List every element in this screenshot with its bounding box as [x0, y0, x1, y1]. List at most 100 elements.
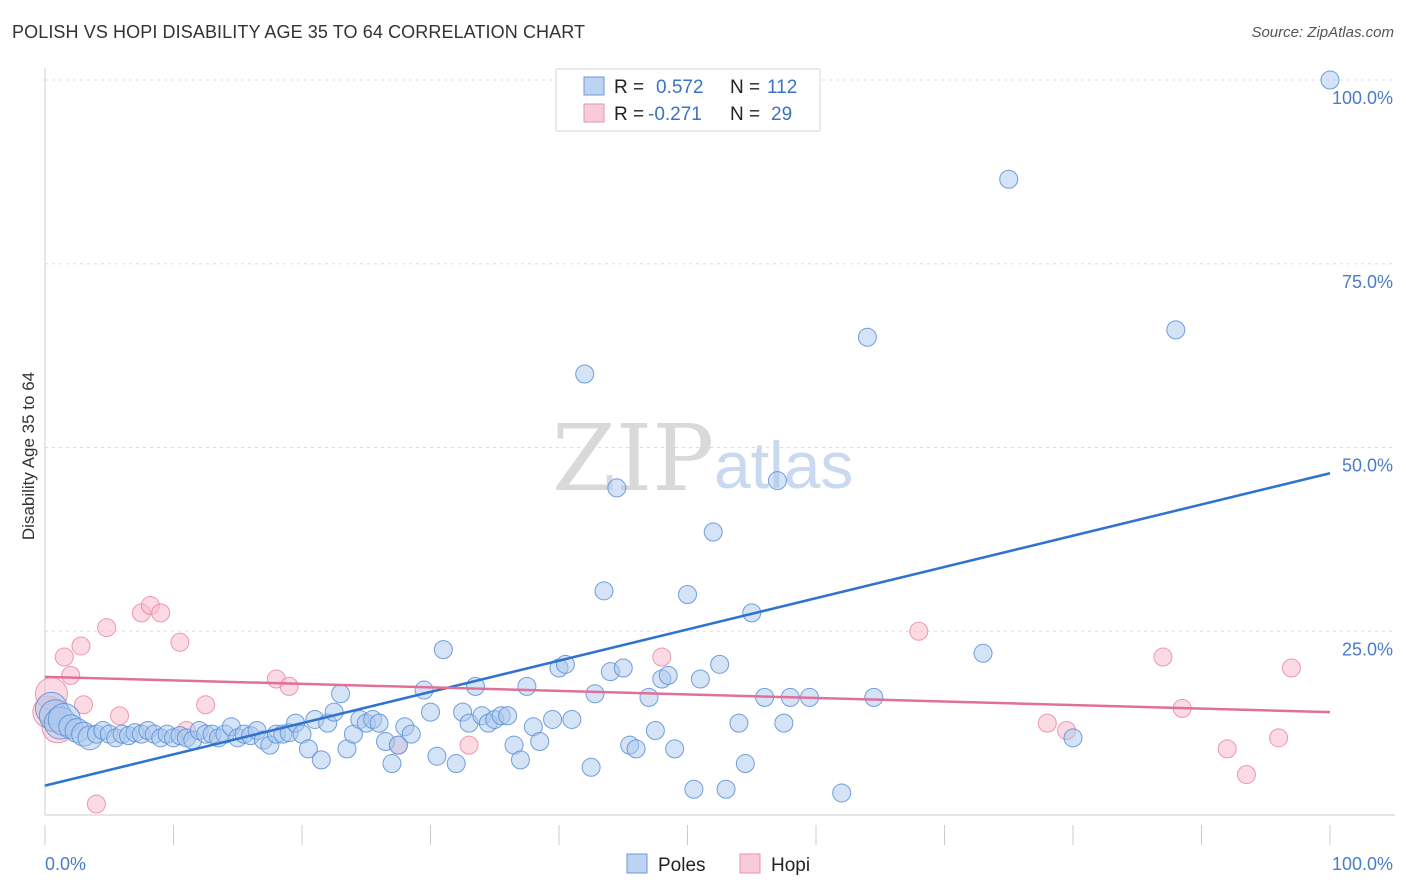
legend-r-value-hopi: -0.271	[648, 104, 702, 125]
chart-title: POLISH VS HOPI DISABILITY AGE 35 TO 64 C…	[12, 22, 586, 42]
bottom-legend-swatch-poles	[626, 853, 648, 874]
poles-point	[1063, 728, 1083, 748]
poles-point	[298, 739, 318, 759]
legend-swatch-poles	[583, 76, 605, 96]
poles-point	[498, 706, 518, 726]
poles-point	[1166, 320, 1186, 340]
hopi-point	[1236, 765, 1256, 785]
hopi-point	[110, 706, 130, 726]
x-tick-label-max: 100.0%	[1332, 854, 1393, 874]
poles-point	[774, 713, 794, 733]
poles-point	[703, 522, 723, 542]
poles-points	[34, 70, 1340, 803]
poles-point	[1320, 70, 1340, 90]
y-tick-label-50: 50.0%	[1342, 456, 1393, 476]
poles-point	[684, 779, 704, 799]
legend-n-label-poles: N =	[730, 77, 760, 98]
poles-point	[729, 713, 749, 733]
poles-point	[530, 732, 550, 751]
poles-point	[658, 665, 678, 685]
legend-n-label-hopi: N =	[730, 104, 760, 125]
poles-point	[585, 684, 605, 704]
trend-lines	[44, 472, 1331, 787]
poles-point	[639, 687, 659, 707]
legend-n-value-hopi: 29	[771, 104, 792, 125]
hopi-point	[196, 695, 216, 715]
watermark-atlas: atlas	[714, 428, 853, 502]
hopi-point	[1269, 728, 1289, 748]
poles-point	[324, 702, 344, 722]
poles-point	[678, 585, 697, 604]
poles-point	[710, 654, 730, 674]
hopi-points	[32, 596, 1301, 814]
poles-point	[433, 640, 453, 660]
hopi-point	[54, 647, 74, 667]
poles-point	[388, 735, 408, 755]
hopi-point	[74, 695, 94, 715]
hopi-point	[97, 618, 117, 638]
poles-point	[401, 724, 421, 744]
poles-point	[446, 754, 466, 774]
poles-point	[414, 680, 434, 700]
poles-point	[382, 754, 402, 774]
poles-point	[421, 702, 440, 722]
bottom-legend-hopi: Hopi	[771, 855, 810, 876]
poles-point	[510, 750, 530, 770]
y-tick-label-25: 25.0%	[1342, 639, 1393, 659]
bottom-legend-swatch-hopi	[739, 853, 761, 874]
hopi-point	[909, 621, 929, 641]
legend-swatch-hopi	[583, 103, 605, 123]
poles-point	[767, 471, 787, 491]
hopi-point	[1037, 713, 1057, 733]
y-tick-label-100: 100.0%	[1332, 88, 1393, 108]
hopi-point	[279, 676, 299, 696]
poles-point	[607, 478, 627, 498]
hopi-point	[1153, 647, 1173, 667]
hopi-point	[1217, 739, 1237, 759]
bottom-legend-poles: Poles	[658, 855, 706, 876]
watermark-zip: ZIP	[552, 405, 714, 512]
poles-point	[594, 581, 614, 601]
correlation-legend: R = 0.572 N = 112 R = -0.271 N = 29	[555, 68, 821, 132]
poles-point	[716, 779, 736, 799]
poles-point	[832, 783, 852, 803]
hopi-trend-line	[44, 675, 1331, 714]
hopi-point	[459, 735, 479, 755]
y-axis-label: Disability Age 35 to 64	[19, 372, 38, 540]
poles-point	[665, 739, 685, 759]
hopi-point	[1281, 658, 1301, 678]
legend-r-label-hopi: R =	[614, 104, 644, 125]
poles-point	[645, 720, 665, 740]
poles-point	[517, 676, 537, 696]
poles-point	[427, 746, 447, 766]
chart-source: Source: ZipAtlas.com	[1251, 24, 1394, 41]
poles-point	[735, 754, 755, 774]
poles-point	[311, 750, 331, 770]
poles-trend-line	[44, 472, 1331, 787]
poles-point	[369, 713, 389, 733]
y-tick-label-75: 75.0%	[1342, 272, 1393, 292]
poles-point	[626, 739, 646, 759]
hopi-point	[86, 794, 106, 814]
poles-point	[581, 757, 601, 777]
poles-point	[999, 169, 1019, 189]
legend-r-value-poles: 0.572	[656, 77, 704, 98]
legend-r-label-poles: R =	[614, 77, 644, 98]
poles-point	[973, 643, 993, 663]
poles-point	[575, 364, 595, 384]
legend-n-value-poles: 112	[767, 77, 797, 98]
poles-point	[690, 669, 710, 689]
grid-lines	[45, 79, 1395, 632]
hopi-point	[71, 636, 91, 656]
y-tick-labels: 25.0% 50.0% 75.0% 100.0%	[1332, 88, 1393, 659]
poles-point	[857, 327, 877, 347]
x-tick-labels: 0.0% 100.0%	[45, 854, 1393, 874]
x-tick-label-min: 0.0%	[45, 854, 86, 874]
poles-point	[562, 709, 582, 729]
hopi-point	[151, 603, 171, 623]
poles-point	[613, 658, 633, 678]
hopi-point	[61, 665, 81, 685]
hopi-point	[652, 647, 672, 667]
